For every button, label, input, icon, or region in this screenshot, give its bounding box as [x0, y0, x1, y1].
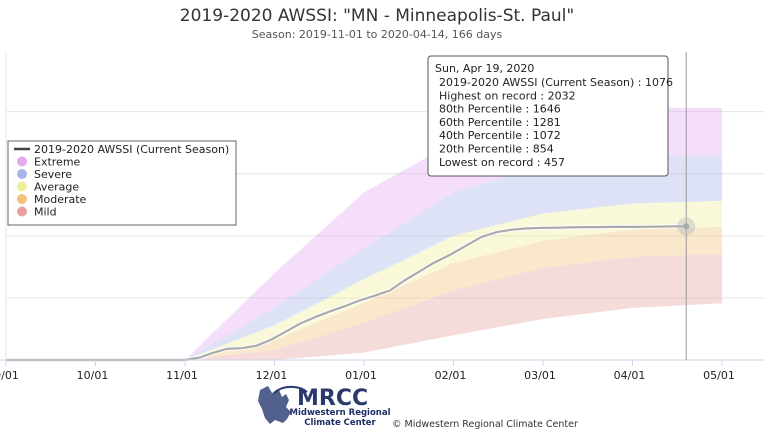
x-axis: 09/01 10/01 11/01 12/01 01/01 02/01 03/01 04/01…	[0, 359, 764, 382]
band-moderate	[185, 226, 722, 360]
band-severe	[185, 155, 722, 360]
x-tick-label: 05/01	[703, 369, 735, 382]
copyright-credit: © Midwestern Regional Climate Center	[392, 419, 578, 430]
band-mild	[185, 254, 722, 360]
legend-item-label[interactable]: Moderate	[34, 193, 87, 206]
tooltip: Sun, Apr 19, 2020 2019-2020 AWSSI (Curre…	[427, 55, 673, 177]
legend-item-label[interactable]: Extreme	[34, 156, 81, 169]
tooltip-line: 40th Percentile : 1072	[439, 129, 561, 142]
hover-marker[interactable]	[683, 223, 690, 230]
legend-item-label[interactable]: Average	[34, 181, 79, 194]
series-lines	[6, 224, 687, 362]
tooltip-box	[427, 55, 669, 177]
tooltip-line: 2019-2020 AWSSI (Current Season) : 1076	[439, 76, 673, 89]
tooltip-line: 80th Percentile : 1646	[439, 103, 561, 116]
logo-swoosh-icon	[273, 385, 308, 394]
x-tick-label: 12/01	[256, 369, 288, 382]
x-tick-label: 02/01	[435, 369, 467, 382]
chart-title: 2019-2020 AWSSI: "MN - Minneapolis-St. P…	[180, 6, 574, 26]
legend-dot-symbol	[17, 194, 27, 204]
legend-item-label[interactable]: Severe	[34, 168, 72, 181]
midwest-map-icon	[258, 386, 291, 424]
x-tick-label: 01/01	[345, 369, 377, 382]
logo-name-line1: Midwestern Regional	[289, 408, 390, 418]
tooltip-line: Highest on record : 2032	[439, 89, 576, 102]
legend-dot-symbol	[17, 169, 27, 179]
series-line-current-season[interactable]	[6, 225, 687, 362]
chart-subtitle: Season: 2019-11-01 to 2020-04-14, 166 da…	[252, 28, 503, 41]
x-tick-label: 10/01	[77, 369, 109, 382]
tooltip-line: 60th Percentile : 1281	[439, 116, 561, 129]
tooltip-line: 20th Percentile : 854	[439, 143, 554, 156]
x-tick-label: 09/01	[0, 369, 19, 382]
legend-dot-symbol	[17, 181, 27, 192]
mrcc-logo: MRCC Midwestern Regional Climate Center	[258, 385, 391, 428]
legend-item-label[interactable]: Mild	[34, 206, 57, 219]
tooltip-date: Sun, Apr 19, 2020	[435, 62, 534, 75]
legend-dot-symbol	[17, 156, 27, 167]
x-tick-label: 04/01	[614, 369, 646, 382]
x-tick-label: 11/01	[166, 369, 198, 382]
legend: 2019-2020 AWSSI (Current Season)ExtremeS…	[7, 140, 237, 226]
band-average	[185, 200, 722, 360]
x-tick-label: 03/01	[524, 369, 556, 382]
legend-item-label[interactable]: 2019-2020 AWSSI (Current Season)	[34, 143, 229, 156]
logo-name-line2: Climate Center	[304, 418, 376, 428]
legend-dot-symbol	[17, 206, 27, 217]
tooltip-line: Lowest on record : 457	[439, 156, 565, 169]
legend-box	[7, 140, 237, 226]
logo-acronym: MRCC	[297, 386, 368, 411]
